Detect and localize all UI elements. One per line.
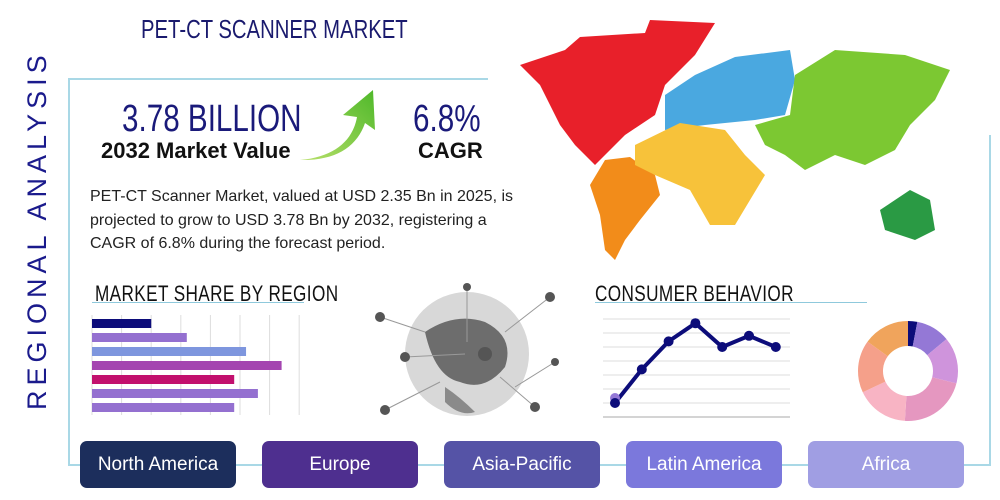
donut-slice — [908, 321, 918, 347]
consumer-behavior-title: CONSUMER BEHAVIOR — [595, 281, 794, 306]
market-share-underline — [92, 302, 304, 303]
cagr-value: 6.8% — [413, 98, 481, 140]
market-value: 3.78 BILLION — [122, 98, 302, 140]
line-point — [744, 330, 754, 341]
map-north-america — [520, 20, 715, 165]
donut-slice — [858, 341, 888, 393]
donut-slice — [927, 339, 958, 384]
bar — [92, 375, 235, 384]
line-point — [663, 336, 674, 347]
cagr-label: CAGR — [418, 138, 483, 163]
network-globe-icon — [375, 283, 559, 416]
consumer-behavior-line-chart — [603, 318, 790, 418]
region-tab-label: Africa — [861, 453, 911, 475]
region-tab-label: Asia-Pacific — [472, 453, 572, 475]
line-point — [770, 342, 781, 352]
region-tab-label: Latin America — [646, 453, 762, 475]
frame-left — [68, 78, 70, 466]
region-tab-north-america[interactable]: North America — [80, 441, 236, 488]
map-europe — [665, 50, 795, 130]
donut-slice — [912, 321, 947, 356]
region-tab-asia-pacific[interactable]: Asia-Pacific — [444, 441, 600, 488]
side-title: REGIONAL ANALYSIS — [22, 50, 52, 410]
market-share-title: MARKET SHARE BY REGION — [95, 281, 339, 306]
frame-right — [989, 135, 991, 466]
region-tab-africa[interactable]: Africa — [808, 441, 964, 488]
donut-slice — [867, 321, 908, 357]
region-tab-europe[interactable]: Europe — [262, 441, 418, 488]
map-africa — [635, 123, 765, 225]
donut-slice — [862, 381, 907, 421]
region-tab-label: Europe — [309, 453, 371, 475]
bar — [92, 389, 258, 398]
bar — [92, 319, 152, 328]
consumer-behavior-donut-chart — [858, 321, 958, 421]
line-point — [610, 398, 620, 408]
page-title: PET-CT SCANNER MARKET — [141, 14, 408, 44]
bar — [92, 347, 247, 356]
map-asia — [755, 50, 950, 170]
map-oceania — [880, 190, 935, 240]
region-tab-label: North America — [97, 453, 219, 475]
consumer-behavior-underline — [595, 302, 867, 303]
region-tab-latin-america[interactable]: Latin America — [626, 441, 782, 488]
map-south-america — [590, 157, 660, 260]
donut-slice — [904, 377, 957, 421]
world-map — [520, 20, 950, 260]
market-share-bar-chart — [91, 315, 300, 415]
market-value-label: 2032 Market Value — [101, 138, 291, 163]
bar — [92, 361, 282, 370]
line-point — [690, 318, 701, 329]
frame-top — [68, 78, 488, 80]
growth-arrow-icon — [300, 90, 375, 161]
line-point — [636, 364, 647, 375]
bar — [92, 403, 235, 412]
bar — [92, 333, 187, 342]
description: PET-CT Scanner Market, valued at USD 2.3… — [90, 188, 514, 252]
line-point — [717, 342, 728, 352]
